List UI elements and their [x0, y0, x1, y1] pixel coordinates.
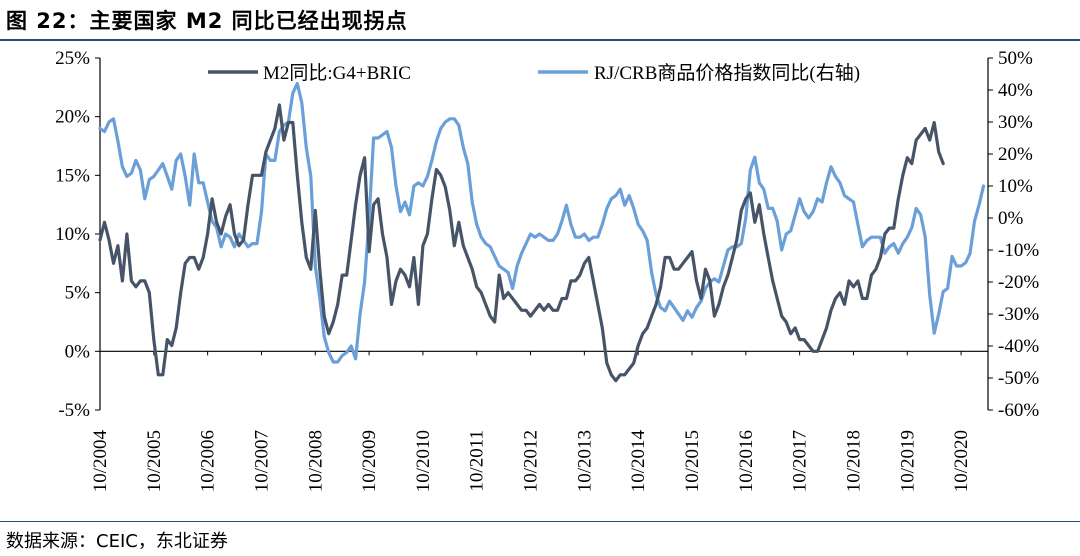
source-note: 数据来源：CEIC，东北证券	[6, 531, 228, 552]
left-tick-label: 5%	[65, 283, 91, 304]
x-tick-label: 10/2010	[413, 430, 434, 492]
right-tick-label: -10%	[998, 240, 1039, 261]
x-tick-label: 10/2005	[144, 430, 165, 492]
left-tick-label: 10%	[55, 224, 90, 245]
chart-canvas: 25% 20% 15% 10% 5% 0% -5% 50% 40% 30% 20% 10% 0% -10%…	[55, 48, 1039, 492]
figure-title: 图 22：主要国家 M2 同比已经出现拐点	[6, 9, 408, 33]
x-tick-label: 10/2015	[682, 430, 703, 492]
left-tick-label: 0%	[65, 341, 91, 362]
x-tick-label: 10/2004	[90, 430, 111, 493]
x-tick-label: 10/2011	[467, 430, 488, 492]
title-divider	[0, 39, 1080, 41]
legend-label-m2: M2同比:G4+BRIC	[263, 62, 411, 84]
x-tick-label: 10/2016	[736, 430, 757, 492]
right-tick-label: -50%	[998, 368, 1039, 389]
right-tick-label: -40%	[998, 336, 1039, 357]
chart-legend: M2同比:G4+BRIC RJ/CRB商品价格指数同比(右轴)	[208, 62, 860, 84]
right-tick-label: -30%	[998, 304, 1039, 325]
series-layer	[98, 82, 986, 383]
right-tick-label: -60%	[998, 400, 1039, 421]
right-tick-label: 10%	[998, 176, 1033, 197]
x-tick-label: 10/2017	[790, 430, 811, 492]
x-tick-label: 10/2012	[521, 430, 542, 492]
left-tick-label: 25%	[55, 48, 90, 69]
right-tick-label: 40%	[998, 80, 1033, 101]
left-tick-label: -5%	[58, 400, 90, 421]
right-tick-label: 30%	[998, 112, 1033, 133]
x-tick-label: 10/2019	[897, 430, 918, 492]
x-tick-label: 10/2007	[251, 430, 272, 492]
right-tick-label: 50%	[998, 48, 1033, 69]
right-tick-label: 0%	[998, 208, 1024, 229]
x-tick-label: 10/2014	[628, 430, 649, 493]
legend-label-crb: RJ/CRB商品价格指数同比(右轴)	[594, 62, 860, 84]
x-tick-label: 10/2013	[574, 430, 595, 492]
x-tick-label: 10/2020	[951, 430, 972, 492]
left-tick-label: 20%	[55, 107, 90, 128]
series-line-m2	[98, 103, 945, 383]
x-tick-label: 10/2018	[843, 430, 864, 492]
source-divider	[0, 521, 1080, 522]
series-line-crb	[98, 82, 986, 364]
chart-axes: 25% 20% 15% 10% 5% 0% -5% 50% 40% 30% 20% 10% 0% -10%…	[55, 48, 1039, 492]
left-tick-label: 15%	[55, 165, 90, 186]
x-tick-label: 10/2006	[198, 430, 219, 492]
x-tick-label: 10/2008	[305, 430, 326, 492]
right-tick-label: -20%	[998, 272, 1039, 293]
right-tick-label: 20%	[998, 144, 1033, 165]
x-tick-label: 10/2009	[359, 430, 380, 492]
figure-title-bar: 图 22：主要国家 M2 同比已经出现拐点	[0, 0, 1080, 41]
